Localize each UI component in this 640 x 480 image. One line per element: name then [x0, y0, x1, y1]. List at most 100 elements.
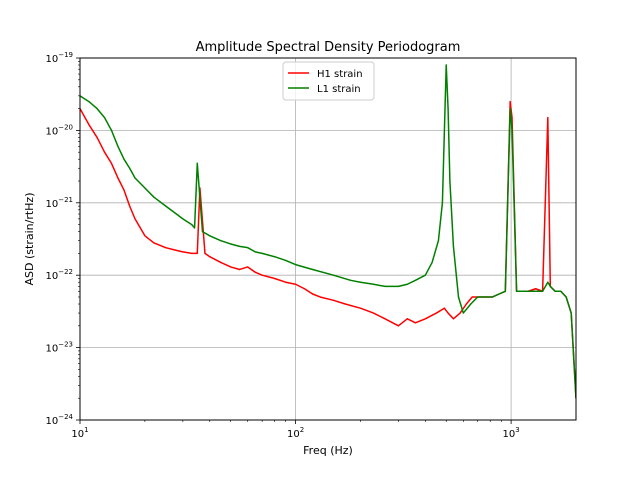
- data-point: [196, 162, 198, 165]
- data-point: [445, 64, 447, 66]
- y-tick-label: 10−22: [45, 268, 73, 282]
- data-point: [359, 281, 362, 283]
- data-point: [515, 290, 518, 292]
- data-point: [294, 264, 297, 266]
- data-point: [443, 307, 445, 309]
- x-tick-label: 101: [71, 426, 88, 440]
- data-point: [193, 227, 196, 229]
- data-point: [535, 288, 537, 290]
- data-point: [123, 158, 125, 160]
- data-point: [397, 325, 399, 327]
- data-point: [110, 162, 113, 165]
- data-point: [477, 296, 479, 298]
- data-point: [103, 117, 106, 119]
- data-point: [238, 268, 241, 271]
- data-point: [204, 252, 206, 255]
- data-point: [565, 296, 567, 298]
- data-point: [527, 290, 529, 292]
- data-point: [332, 299, 335, 301]
- data-point: [96, 136, 98, 139]
- data-point: [509, 108, 511, 110]
- data-point: [175, 213, 177, 215]
- data-point: [129, 167, 131, 169]
- data-point: [491, 296, 494, 298]
- data-point: [274, 277, 276, 280]
- data-point: [384, 285, 386, 288]
- data-point: [182, 251, 184, 253]
- data-point: [319, 296, 321, 298]
- data-point: [153, 196, 155, 198]
- data-point: [165, 247, 167, 249]
- axes: 101 102 103 10−24 10−23 10−22 10−21 10−20 10−19: [45, 51, 519, 440]
- y-tick-label: 10−23: [45, 341, 73, 355]
- data-point: [134, 177, 136, 179]
- data-point: [560, 290, 562, 292]
- x-tick-label: 102: [287, 426, 304, 440]
- data-point: [424, 274, 426, 276]
- data-point: [452, 318, 455, 320]
- data-point: [144, 187, 146, 189]
- data-point: [547, 281, 549, 283]
- data-point: [103, 151, 106, 153]
- data-point: [220, 261, 222, 264]
- data-point: [547, 117, 549, 119]
- data-point: [414, 322, 417, 324]
- data-point: [88, 100, 90, 103]
- y-axis-label: ASD (strain/rtHz): [23, 193, 36, 286]
- data-point: [238, 245, 241, 247]
- series-layer: [80, 64, 576, 399]
- data-point: [447, 108, 449, 110]
- data-point: [449, 180, 451, 182]
- y-tick-label: 10−20: [45, 123, 73, 137]
- data-point: [437, 240, 440, 242]
- data-point: [254, 271, 256, 273]
- data-point: [117, 177, 119, 179]
- plot-frame: [79, 57, 577, 421]
- data-point: [452, 245, 455, 247]
- data-point: [294, 283, 297, 285]
- data-point: [134, 218, 136, 220]
- data-point: [509, 100, 511, 103]
- data-point: [406, 283, 408, 285]
- data-point: [196, 252, 198, 255]
- data-point: [117, 145, 119, 148]
- data-point: [457, 296, 460, 298]
- data-point: [312, 268, 314, 271]
- data-point: [201, 231, 204, 233]
- y-tick-label: 10−19: [45, 51, 73, 65]
- data-point: [191, 252, 193, 255]
- data-point: [175, 249, 177, 252]
- data-point: [435, 312, 437, 314]
- data-point: [191, 223, 193, 226]
- legend-label: H1 strain: [317, 69, 363, 80]
- legend-box: [282, 61, 375, 101]
- data-point: [521, 290, 523, 292]
- data-point: [471, 296, 473, 298]
- data-point: [220, 240, 222, 242]
- data-point: [424, 318, 426, 320]
- data-point: [504, 290, 506, 292]
- data-point: [470, 303, 472, 305]
- data-point: [447, 312, 449, 314]
- y-tick-label: 10−21: [45, 196, 73, 210]
- data-point: [372, 283, 375, 285]
- data-point: [511, 117, 513, 119]
- data-point: [209, 235, 211, 237]
- data-point: [247, 266, 249, 268]
- data-point: [542, 290, 544, 292]
- data-point: [349, 279, 352, 281]
- data-point: [285, 259, 287, 262]
- data-point: [397, 285, 399, 288]
- data-point: [372, 312, 375, 314]
- data-point: [123, 189, 125, 191]
- data-point: [144, 235, 146, 237]
- data-point: [484, 296, 487, 298]
- legend: H1 strain L1 strain: [282, 61, 375, 101]
- data-point: [431, 261, 433, 264]
- data-point: [332, 274, 335, 276]
- data-point: [303, 288, 306, 290]
- data-point: [110, 129, 113, 131]
- chart-title: Amplitude Spectral Density Periodogram: [196, 40, 461, 55]
- data-point: [535, 290, 537, 292]
